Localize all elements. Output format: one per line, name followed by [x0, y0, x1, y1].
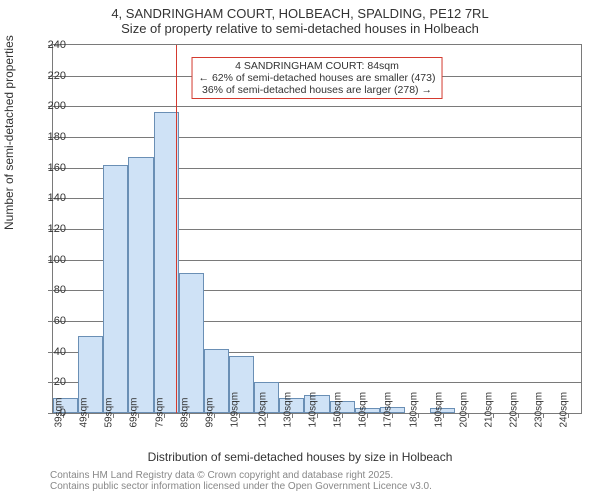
- y-tick-label: 40: [36, 346, 66, 358]
- histogram-bar: [103, 165, 128, 413]
- footnote-line-2: Contains public sector information licen…: [50, 481, 432, 492]
- gridline: [53, 137, 581, 138]
- y-tick-label: 180: [36, 131, 66, 143]
- y-tick-label: 220: [36, 70, 66, 82]
- annotation-line-2: ← 62% of semi-detached houses are smalle…: [199, 72, 436, 84]
- chart-container: 4, SANDRINGHAM COURT, HOLBEACH, SPALDING…: [0, 0, 600, 500]
- title-line-1: 4, SANDRINGHAM COURT, HOLBEACH, SPALDING…: [0, 6, 600, 21]
- highlight-line: [176, 45, 177, 413]
- title-line-2: Size of property relative to semi-detach…: [0, 21, 600, 36]
- footnote-line-1: Contains HM Land Registry data © Crown c…: [50, 470, 432, 481]
- annotation-box: 4 SANDRINGHAM COURT: 84sqm← 62% of semi-…: [192, 57, 443, 99]
- y-tick-label: 200: [36, 100, 66, 112]
- y-axis-label: Number of semi-detached properties: [2, 35, 16, 230]
- histogram-bar: [128, 157, 153, 413]
- y-tick-label: 100: [36, 254, 66, 266]
- annotation-line-1: 4 SANDRINGHAM COURT: 84sqm: [199, 60, 436, 72]
- y-tick-label: 240: [36, 39, 66, 51]
- y-tick-label: 20: [36, 376, 66, 388]
- histogram-bar: [154, 112, 179, 413]
- y-tick-label: 120: [36, 223, 66, 235]
- footnote: Contains HM Land Registry data © Crown c…: [50, 470, 432, 492]
- gridline: [53, 106, 581, 107]
- y-tick-label: 60: [36, 315, 66, 327]
- y-tick-label: 80: [36, 284, 66, 296]
- annotation-line-3: 36% of semi-detached houses are larger (…: [199, 84, 436, 96]
- y-tick-label: 140: [36, 192, 66, 204]
- plot-area: 4 SANDRINGHAM COURT: 84sqm← 62% of semi-…: [52, 44, 582, 414]
- y-tick-label: 160: [36, 162, 66, 174]
- title-block: 4, SANDRINGHAM COURT, HOLBEACH, SPALDING…: [0, 6, 600, 36]
- x-axis-label: Distribution of semi-detached houses by …: [0, 450, 600, 464]
- histogram-bar: [179, 273, 204, 413]
